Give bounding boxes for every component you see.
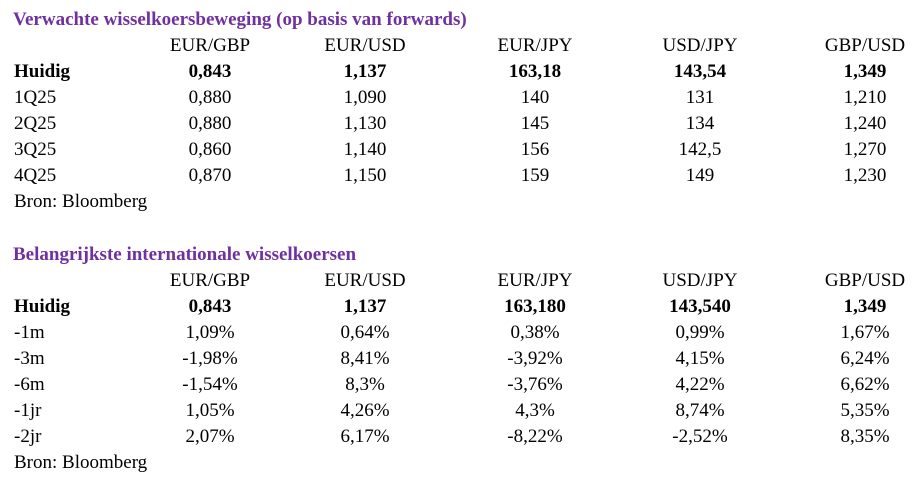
cell: 4,26% [340,400,390,421]
row-label: -3m [14,348,45,369]
cell: 1,130 [343,113,387,134]
row-label: 4Q25 [14,165,57,186]
source-note: Bron: Bloomberg [14,191,148,212]
cell: 5,35% [840,400,890,421]
cell: 1,210 [843,87,887,108]
cell: 0,880 [188,87,232,108]
cell: 0,64% [340,322,390,343]
cell: 142,5 [678,139,722,160]
column-header: EUR/USD [324,270,406,291]
cell: 149 [685,165,715,186]
cell: 4,15% [675,348,725,369]
cell: 143,54 [673,61,727,82]
cell: 4,3% [515,400,555,421]
cell: 1,137 [343,61,387,82]
cell: 1,150 [343,165,387,186]
cell: 163,180 [504,296,566,317]
cell: 145 [520,113,550,134]
row-label: Huidig [14,296,70,317]
row-label: 3Q25 [14,139,57,160]
column-header: GBP/USD [824,270,906,291]
row-label: -6m [14,374,45,395]
cell: 159 [520,165,550,186]
column-header: EUR/GBP [169,270,251,291]
cell: 143,540 [669,296,731,317]
cell: 0,860 [188,139,232,160]
cell: -8,22% [507,426,563,447]
cell: 0,38% [510,322,560,343]
cell: 1,349 [843,61,887,82]
cell: 1,349 [843,296,887,317]
cell: 4,22% [675,374,725,395]
cell: 6,24% [840,348,890,369]
cell: 8,35% [840,426,890,447]
cell: 1,270 [843,139,887,160]
cell: 140 [520,87,550,108]
cell: 2,07% [185,426,235,447]
section-title: Belangrijkste internationale wisselkoers… [13,244,357,265]
column-header: EUR/USD [324,35,406,56]
cell: 0,880 [188,113,232,134]
cell: 1,140 [343,139,387,160]
cell: 1,137 [343,296,387,317]
cell: -1,98% [182,348,238,369]
column-header: EUR/JPY [497,35,573,56]
cell: 156 [520,139,550,160]
cell: -2,52% [672,426,728,447]
cell: 1,09% [185,322,235,343]
cell: 6,17% [340,426,390,447]
cell: 1,090 [343,87,387,108]
cell: 1,240 [843,113,887,134]
cell: 1,05% [185,400,235,421]
cell: -1,54% [182,374,238,395]
cell: 163,18 [508,61,562,82]
cell: 1,67% [840,322,890,343]
cell: 0,99% [675,322,725,343]
column-header: EUR/JPY [497,270,573,291]
cell: 0,843 [188,296,232,317]
cell: 6,62% [840,374,890,395]
cell: 134 [685,113,715,134]
row-label: Huidig [14,61,70,82]
cell: 8,3% [345,374,385,395]
column-header: EUR/GBP [169,35,251,56]
row-label: -1m [14,322,45,343]
row-label: -1jr [14,400,42,421]
cell: 1,230 [843,165,887,186]
cell: -3,76% [507,374,563,395]
cell: -3,92% [507,348,563,369]
cell: 0,870 [188,165,232,186]
cell: 8,41% [340,348,390,369]
source-note: Bron: Bloomberg [14,452,148,473]
row-label: 2Q25 [14,113,57,134]
section-title: Verwachte wisselkoersbeweging (op basis … [13,9,467,30]
column-header: USD/JPY [662,270,738,291]
cell: 8,74% [675,400,725,421]
column-header: USD/JPY [662,35,738,56]
row-label: 1Q25 [14,87,57,108]
column-header: GBP/USD [824,35,906,56]
cell: 131 [685,87,715,108]
row-label: -2jr [14,426,42,447]
cell: 0,843 [188,61,232,82]
